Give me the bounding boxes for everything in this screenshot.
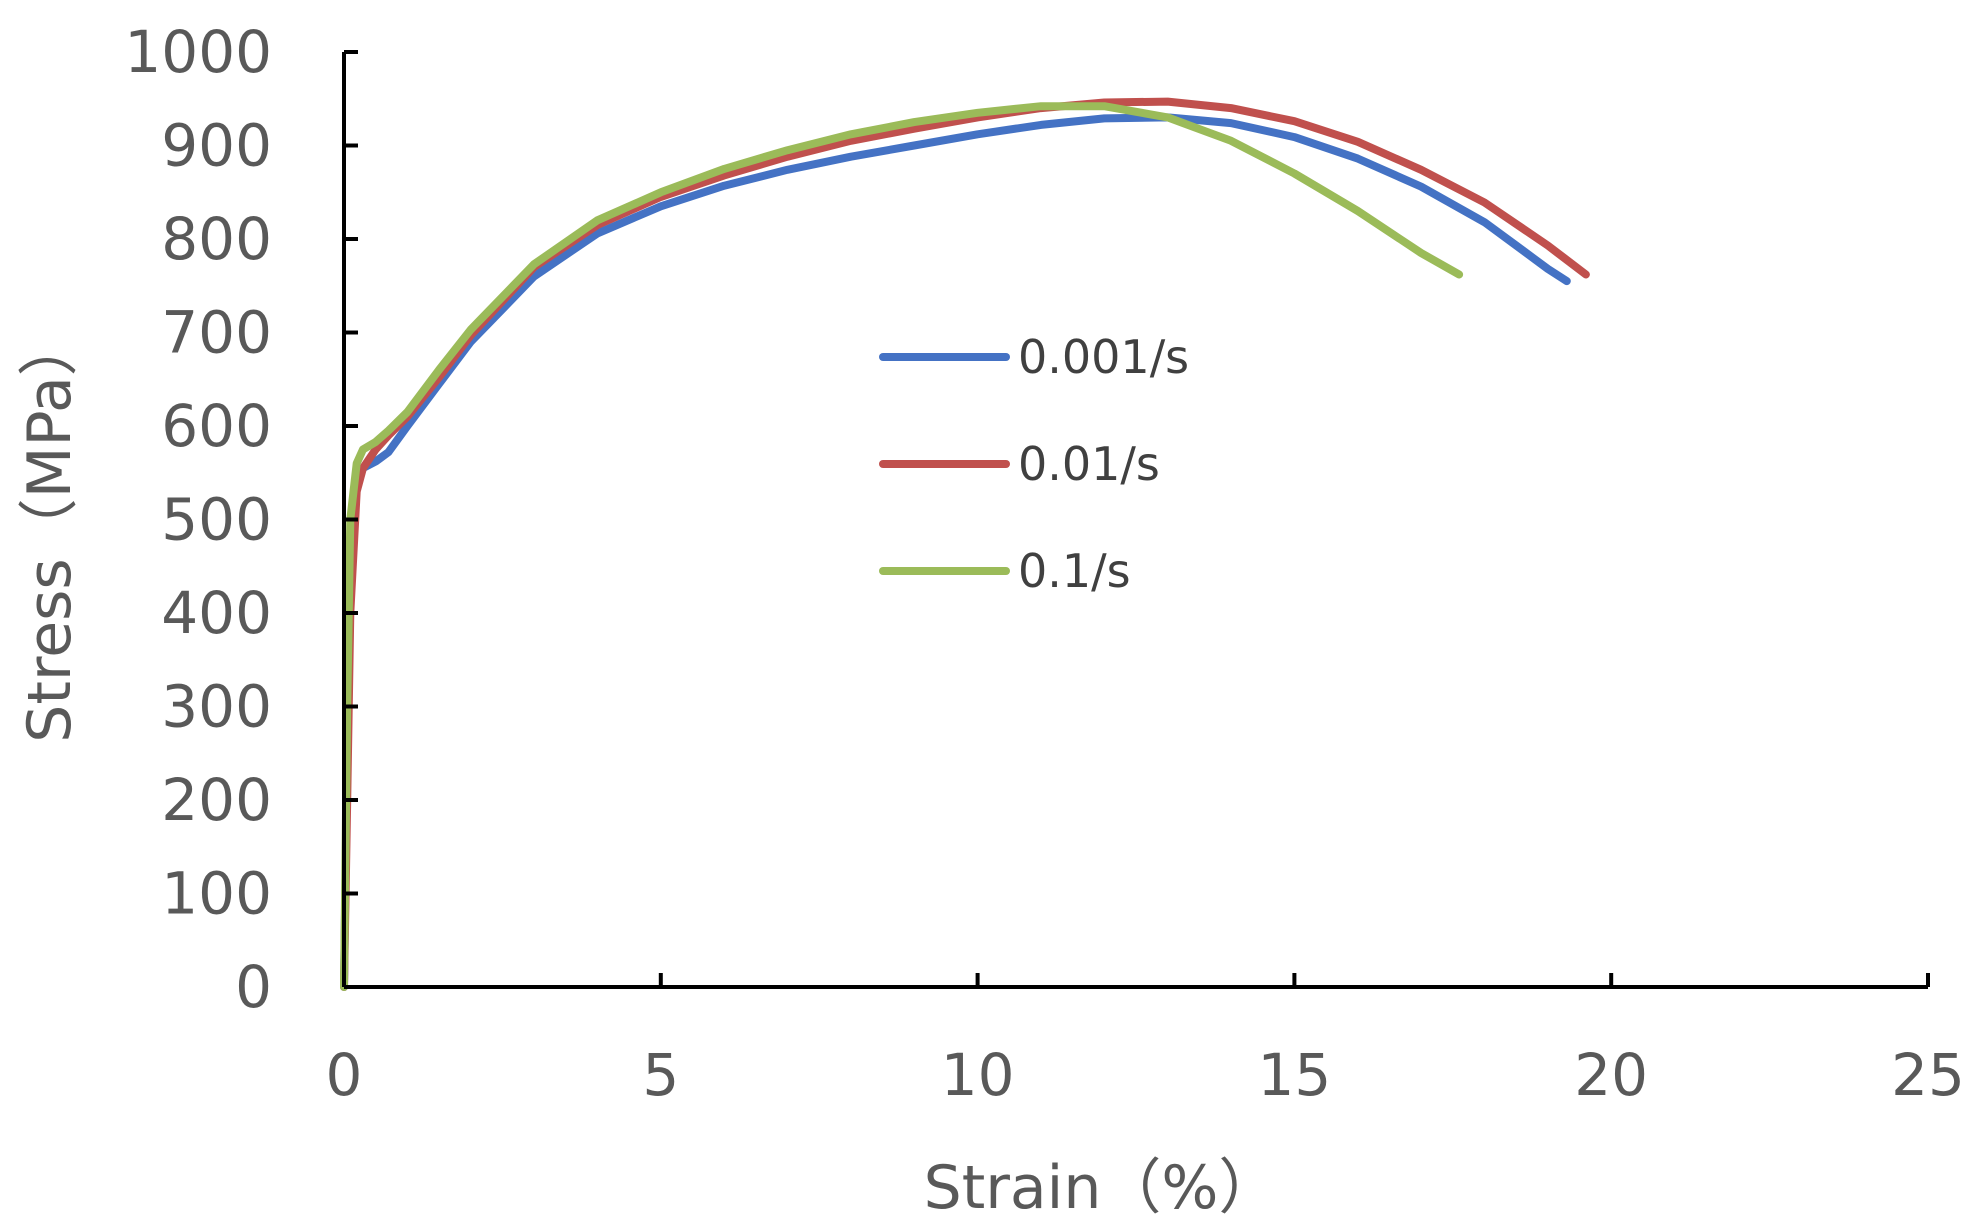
y-tick-label: 200: [161, 766, 272, 834]
x-tick-label: 0: [326, 1041, 363, 1109]
y-tick-label: 600: [161, 392, 272, 460]
y-axis-ticks: 0 100 200 300 400 500 600 700 800 900 1000: [124, 18, 358, 1021]
legend-label: 0.01/s: [1018, 437, 1160, 491]
x-tick-label: 25: [1891, 1041, 1965, 1109]
y-tick-label: 400: [161, 579, 272, 647]
y-tick-label: 500: [161, 486, 272, 554]
legend: 0.001/s 0.01/s 0.1/s: [879, 330, 1189, 598]
x-tick-label: 15: [1257, 1041, 1331, 1109]
x-axis-title: Strain（%）: [924, 1153, 1279, 1223]
legend-label: 0.001/s: [1018, 330, 1189, 384]
legend-label: 0.1/s: [1018, 544, 1131, 598]
y-tick-label: 700: [161, 299, 272, 367]
y-axis-title: Stress（MPa）: [15, 316, 85, 742]
y-tick-label: 0: [235, 953, 272, 1021]
series-line-0-1-s: [340, 102, 1464, 991]
y-tick-label: 300: [161, 673, 272, 741]
y-tick-label: 800: [161, 205, 272, 273]
plot-area: 0 5 10 15 20 25 0 100 200 300 400 500 600 700 800 900 1…: [124, 18, 1965, 1109]
x-axis-ticks: 0 5 10 15 20 25: [326, 973, 1965, 1109]
series-layer: [340, 97, 1590, 991]
x-tick-label: 10: [941, 1041, 1015, 1109]
y-tick-label: 1000: [124, 18, 272, 86]
x-tick-label: 20: [1574, 1041, 1648, 1109]
x-tick-label: 5: [642, 1041, 679, 1109]
series-line-0-001-s: [340, 113, 1571, 991]
y-tick-label: 100: [161, 860, 272, 928]
series-line-0-01-s: [340, 97, 1590, 991]
y-tick-label: 900: [161, 112, 272, 180]
